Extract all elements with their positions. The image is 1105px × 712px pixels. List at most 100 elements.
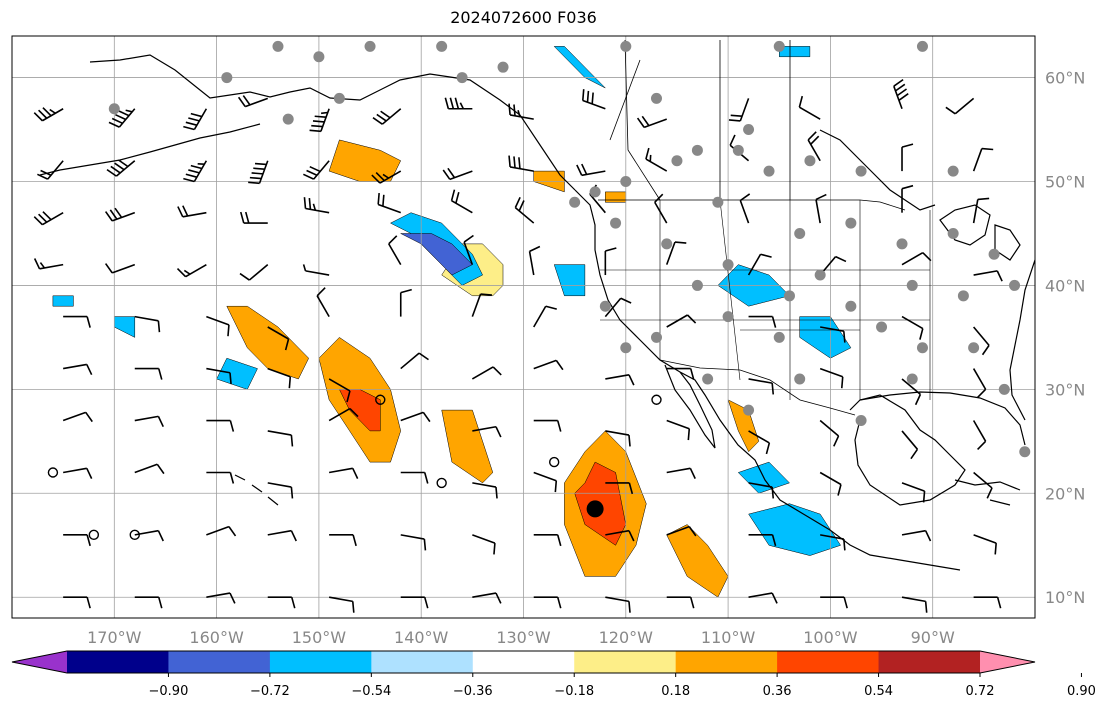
wind-barb bbox=[748, 592, 778, 604]
wind-barb bbox=[636, 115, 667, 129]
wind-barb bbox=[248, 160, 269, 185]
station-marker bbox=[814, 269, 826, 281]
wind-barb bbox=[177, 205, 207, 218]
contour-region-16 bbox=[799, 316, 852, 359]
wind-barb bbox=[747, 253, 772, 276]
wind-barb bbox=[533, 359, 564, 371]
wind-barb bbox=[37, 160, 64, 180]
wind-barb bbox=[972, 197, 990, 224]
wind-barb bbox=[666, 419, 691, 441]
wind-barb bbox=[134, 315, 161, 333]
wind-barb bbox=[239, 211, 268, 224]
wind-barb bbox=[973, 596, 1002, 609]
wind-barb bbox=[400, 534, 427, 551]
wind-barb bbox=[309, 108, 330, 133]
colorbar-extend-low bbox=[12, 651, 67, 673]
wind-barb bbox=[303, 160, 330, 180]
station-marker bbox=[916, 342, 928, 354]
wind-barb bbox=[820, 534, 846, 551]
wind-barb bbox=[472, 534, 496, 555]
colorbar-swatch bbox=[777, 651, 880, 673]
wind-barb bbox=[893, 78, 909, 110]
contour-region-14 bbox=[748, 503, 841, 556]
wind-barb bbox=[267, 482, 294, 499]
wind-barb bbox=[206, 419, 235, 432]
wind-barb bbox=[901, 430, 919, 460]
station-marker bbox=[783, 290, 795, 302]
contour-region-23 bbox=[779, 46, 811, 58]
wind-barb bbox=[508, 155, 534, 172]
station-marker bbox=[732, 144, 744, 156]
station-marker bbox=[743, 404, 755, 416]
colorbar-tick-label: −0.18 bbox=[554, 684, 594, 699]
wind-barb bbox=[748, 378, 775, 395]
colorbar-tick-label: −0.90 bbox=[149, 684, 189, 699]
great-lakes bbox=[939, 204, 1021, 261]
lon-tick-label: 140°W bbox=[394, 628, 449, 647]
wind-barb bbox=[581, 89, 606, 110]
wind-barb bbox=[104, 207, 136, 222]
wind-barb bbox=[134, 463, 165, 475]
colorbar-swatch bbox=[472, 651, 575, 673]
wind-barb bbox=[267, 596, 296, 609]
wind-barb bbox=[901, 251, 932, 266]
station-marker bbox=[1009, 279, 1021, 291]
wind-barb bbox=[972, 368, 987, 399]
colorbar-swatch bbox=[371, 651, 474, 673]
colorbar-swatch bbox=[67, 651, 169, 673]
wind-barb bbox=[63, 534, 91, 547]
wind-barb bbox=[901, 529, 932, 542]
wind-barb bbox=[108, 108, 136, 128]
wind-barb bbox=[33, 211, 64, 226]
station-marker bbox=[497, 61, 509, 73]
station-marker bbox=[722, 259, 734, 271]
axis-labels: 60°N 50°N 40°N 30°N 20°N 10°N 170°W 160°W 150°W 1… bbox=[87, 69, 1085, 647]
station-marker bbox=[794, 227, 806, 239]
baja-california bbox=[664, 364, 716, 449]
wind-barb bbox=[450, 189, 473, 214]
hawaii-islands bbox=[234, 474, 279, 506]
colorbar-tick-label: 0.18 bbox=[661, 684, 690, 699]
lon-tick-label: 120°W bbox=[599, 628, 654, 647]
wind-barb bbox=[739, 193, 751, 224]
wind-barb bbox=[63, 315, 91, 328]
colorbar-swatch bbox=[168, 651, 271, 673]
wind-barb bbox=[442, 167, 473, 181]
colorbar-tick-label: 0.36 bbox=[763, 684, 792, 699]
wind-barb bbox=[267, 367, 292, 389]
station-marker bbox=[620, 176, 632, 187]
wind-barb bbox=[183, 108, 208, 131]
wind-barb bbox=[666, 596, 695, 609]
coastlines bbox=[39, 39, 1035, 571]
highlight-point-marker bbox=[586, 500, 604, 518]
canada-provinces bbox=[609, 39, 791, 201]
station-marker bbox=[876, 321, 888, 333]
wind-barb bbox=[237, 95, 269, 108]
colorbar: −0.90 −0.72 −0.54 −0.36 −0.18 0.18 0.36 0.54 0.7… bbox=[11, 650, 1096, 699]
colorbar-extend-high bbox=[980, 651, 1035, 673]
wind-barb bbox=[576, 163, 606, 177]
contour-region-12 bbox=[727, 399, 760, 452]
station-marker bbox=[282, 113, 294, 125]
station-marker bbox=[998, 383, 1010, 395]
wind-barb bbox=[819, 367, 844, 389]
wind-barb bbox=[973, 326, 990, 356]
wind-barb bbox=[471, 366, 502, 380]
station-marker bbox=[333, 92, 345, 104]
wind-barb bbox=[605, 482, 634, 495]
wind-barb bbox=[106, 159, 136, 177]
calm-wind-marker bbox=[436, 477, 447, 489]
wind-barb bbox=[371, 170, 402, 184]
wind-barb bbox=[33, 258, 64, 270]
station-marker bbox=[794, 373, 806, 385]
wind-barb bbox=[134, 415, 164, 428]
atlantic-coast bbox=[1009, 259, 1035, 421]
us-canada-border bbox=[598, 199, 906, 211]
wind-barb bbox=[134, 367, 163, 380]
wind-barb bbox=[665, 241, 687, 265]
colorbar-swatch bbox=[574, 651, 677, 673]
station-marker bbox=[804, 155, 816, 167]
station-marker bbox=[221, 72, 233, 84]
wind-barb bbox=[666, 367, 695, 380]
contour-region-4 bbox=[328, 139, 401, 182]
